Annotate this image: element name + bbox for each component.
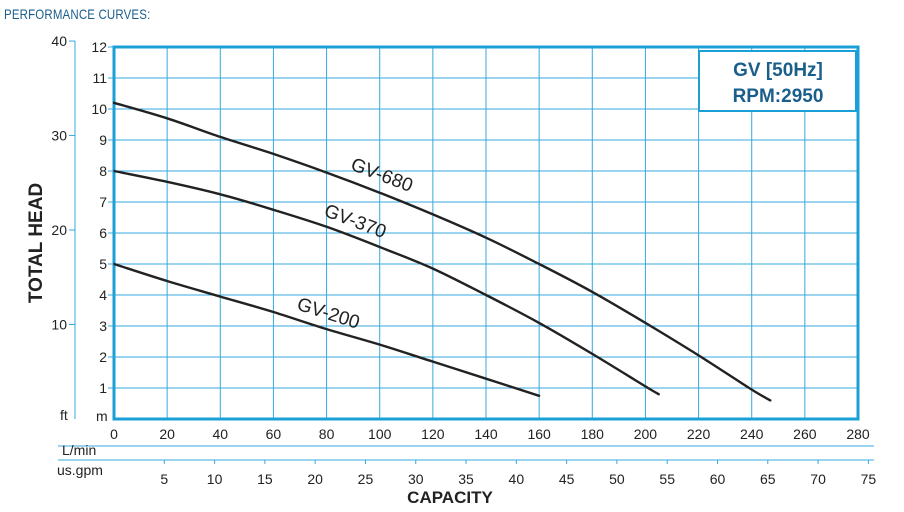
y-tick-label-ft: 30 — [51, 128, 67, 144]
y-tick-label-ft: 40 — [51, 33, 67, 49]
x-tick-label-gpm: 35 — [458, 471, 474, 487]
x-tick-label-gpm: 10 — [207, 471, 223, 487]
x-axis-title: CAPACITY — [407, 488, 493, 507]
x-tick-label-lmin: 260 — [793, 426, 817, 442]
y-tick-label-m: 11 — [92, 70, 107, 86]
x-tick-label-lmin: 140 — [474, 426, 498, 442]
badge-line-2: RPM:2950 — [733, 86, 824, 107]
y-tick-label-m: 3 — [99, 318, 107, 334]
y-tick-label-ft: 20 — [51, 222, 67, 238]
y-tick-label-m: 10 — [91, 101, 107, 117]
x-tick-label-gpm: 15 — [257, 471, 273, 487]
x-tick-label-gpm: 30 — [408, 471, 424, 487]
x-tick-label-lmin: 280 — [846, 426, 870, 442]
model-badge — [698, 50, 857, 112]
y-tick-label-m: 6 — [99, 225, 107, 241]
curve-label-gv-200: GV-200 — [294, 294, 362, 334]
x-unit-gpm: us.gpm — [57, 462, 103, 478]
x-tick-label-lmin: 200 — [634, 426, 658, 442]
curve-gv-370 — [112, 169, 660, 396]
y-tick-label-m: 5 — [99, 256, 107, 272]
badge-line-1: GV [50Hz] — [733, 60, 823, 81]
x-tick-label-lmin: 180 — [581, 426, 605, 442]
x-tick-label-lmin: 100 — [368, 426, 392, 442]
y-tick-label-m: 4 — [99, 287, 107, 303]
x-tick-label-lmin: 80 — [319, 426, 335, 442]
x-tick-label-lmin: 160 — [527, 426, 551, 442]
x-tick-label-lmin: 120 — [421, 426, 445, 442]
x-tick-label-gpm: 65 — [760, 471, 776, 487]
y-unit-m: m — [96, 408, 108, 424]
y-tick-label-m: 9 — [99, 132, 107, 148]
x-tick-label-lmin: 240 — [740, 426, 764, 442]
y-axis-title: TOTAL HEAD — [26, 183, 47, 303]
y-tick-label-m: 12 — [91, 39, 107, 55]
x-tick-label-gpm: 45 — [559, 471, 575, 487]
y-tick-label-ft: 10 — [51, 317, 67, 333]
x-tick-label-gpm: 75 — [861, 471, 877, 487]
x-tick-label-gpm: 60 — [710, 471, 726, 487]
x-tick-label-gpm: 50 — [609, 471, 625, 487]
curve-gv-200 — [112, 262, 541, 397]
x-tick-label-lmin: 40 — [212, 426, 228, 442]
x-tick-label-gpm: 70 — [810, 471, 826, 487]
x-tick-label-gpm: 20 — [307, 471, 323, 487]
y-tick-label-m: 7 — [99, 194, 107, 210]
y-tick-label-m: 2 — [99, 349, 107, 365]
y-unit-ft: ft — [60, 407, 68, 423]
x-tick-label-lmin: 0 — [110, 426, 118, 442]
x-tick-label-gpm: 25 — [358, 471, 374, 487]
x-tick-label-gpm: 5 — [160, 471, 168, 487]
curve-label-gv-680: GV-680 — [348, 154, 416, 197]
x-tick-label-lmin: 220 — [687, 426, 711, 442]
x-tick-label-lmin: 60 — [266, 426, 282, 442]
x-unit-lmin: L/min — [62, 442, 96, 458]
y-tick-label-m: 1 — [99, 380, 107, 396]
curve-gv-680 — [112, 101, 772, 402]
x-tick-label-gpm: 40 — [509, 471, 525, 487]
x-tick-label-gpm: 55 — [659, 471, 675, 487]
page-heading: PERFORMANCE CURVES: — [4, 6, 151, 22]
x-tick-label-lmin: 20 — [159, 426, 175, 442]
y-tick-label-m: 8 — [99, 163, 107, 179]
